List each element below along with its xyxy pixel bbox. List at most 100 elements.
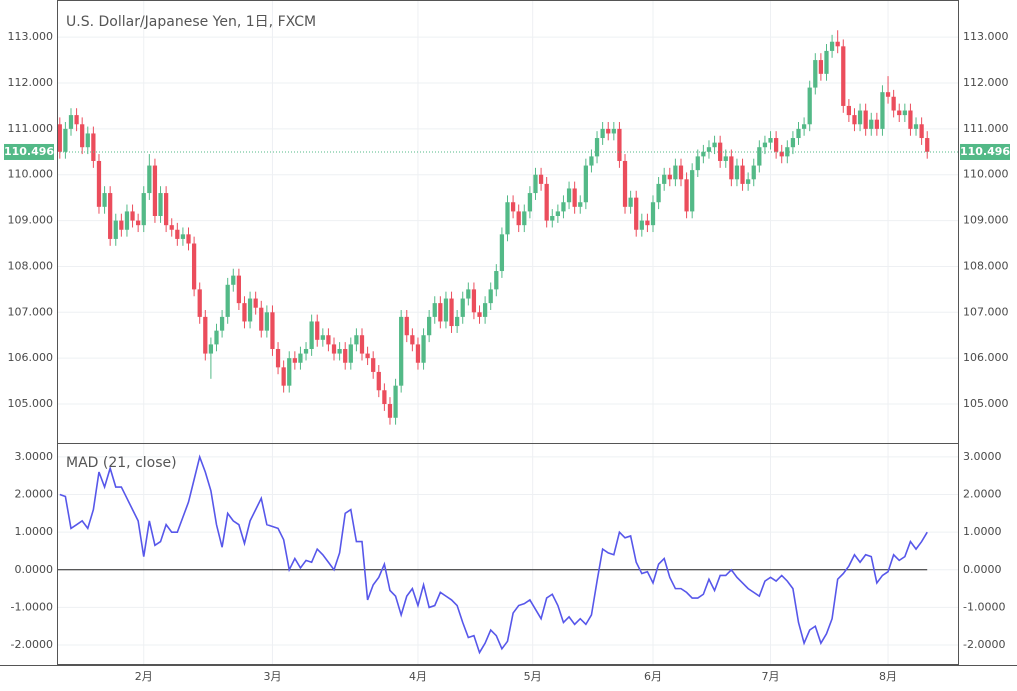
candle-body (303, 348, 309, 354)
candle-body (68, 115, 74, 129)
candle-body (253, 298, 258, 308)
last-price-tag-right (960, 143, 1010, 160)
candle-body (387, 404, 393, 418)
candle-body (734, 165, 740, 180)
candle-body (505, 202, 510, 235)
last-price-label-left: 110.496 (4, 145, 54, 158)
candle-body (371, 358, 376, 372)
x-tick-label: 4月 (409, 670, 427, 683)
candle-body (147, 165, 152, 194)
candle-body (180, 234, 186, 239)
candle-body (768, 138, 773, 143)
candle-body (91, 133, 96, 161)
candle-body (634, 197, 639, 230)
candle-body (712, 142, 717, 148)
y-tick-label-right: 112.000 (963, 76, 1009, 89)
candle-body (477, 312, 482, 317)
candle-body (650, 202, 656, 226)
candle-body (561, 202, 566, 212)
candle-body (113, 220, 118, 239)
candle-body (337, 348, 342, 354)
candle-body (74, 115, 79, 125)
candle-body (835, 41, 840, 47)
candle-body (773, 138, 779, 152)
x-tick-label: 6月 (644, 670, 662, 683)
candle-body (421, 335, 426, 363)
candle-body (141, 193, 146, 226)
candle-body (583, 165, 588, 203)
candle-body (740, 165, 745, 184)
candle-body (807, 87, 812, 125)
y-tick-label: 106.000 (8, 351, 54, 364)
y-tick-label-right: 2.0000 (963, 488, 1002, 501)
candle-body (208, 344, 214, 354)
y-tick-label-right: -2.0000 (963, 638, 1005, 651)
candle-body (589, 156, 594, 166)
candle-body (656, 183, 661, 203)
indicator-line (59, 454, 928, 655)
candle-body (606, 128, 611, 134)
candle-body (790, 138, 796, 148)
candle-body (544, 183, 549, 221)
y-tick-label: 1.0000 (15, 525, 54, 538)
candle-body (885, 92, 891, 97)
candle-body (841, 46, 846, 106)
candle-body (164, 193, 169, 226)
candle-body (695, 156, 700, 171)
candle-body (874, 119, 879, 129)
candle-body (762, 142, 768, 148)
candle-body (108, 193, 113, 239)
candle-body (527, 193, 533, 212)
candle-body (751, 165, 756, 180)
candle-body (594, 138, 600, 157)
candle-body (785, 147, 790, 157)
candle-body (102, 193, 107, 207)
plot-frame (57, 0, 959, 665)
y-tick-label: 111.000 (8, 122, 54, 135)
candle-body (499, 234, 505, 272)
candle-body (152, 165, 158, 216)
marks (57, 30, 958, 655)
x-tick-label: 8月 (879, 670, 897, 683)
candle-body (415, 344, 421, 363)
candle-body (399, 316, 404, 386)
y-tick-label-right: -1.0000 (963, 600, 1005, 613)
candle-body (348, 344, 353, 363)
candle-body (80, 124, 85, 148)
candle-body (690, 170, 695, 212)
x-tick-label: 5月 (524, 670, 542, 683)
candle-body (869, 119, 874, 129)
candle-body (231, 275, 236, 285)
candle-body (309, 321, 314, 349)
candle-body (572, 188, 577, 207)
candle-body (376, 371, 381, 391)
candle-body (902, 110, 907, 116)
candle-body (678, 165, 684, 180)
candle-body (219, 316, 225, 331)
candle-body (466, 289, 471, 299)
candle-body (443, 298, 449, 322)
y-tick-label-right: 3.0000 (963, 450, 1002, 463)
candle-body (555, 211, 560, 216)
candle-body (829, 41, 835, 51)
candle-body (684, 179, 689, 212)
candle-body (796, 128, 801, 139)
candle-body (130, 211, 135, 221)
candle-body (247, 298, 253, 322)
candle-body (667, 174, 672, 180)
candle-body (410, 335, 415, 345)
candle-body (275, 348, 281, 368)
candle-body (538, 174, 544, 184)
candle-body (455, 316, 460, 327)
candle-body (757, 147, 762, 166)
candle-body (136, 220, 141, 226)
candle-body (264, 312, 269, 331)
candle-body (449, 298, 454, 327)
x-tick-label: 2月 (135, 670, 153, 683)
grid (57, 0, 958, 665)
chart-title: U.S. Dollar/Japanese Yen, 1日, FXCM (66, 14, 316, 30)
candle-body (359, 335, 365, 354)
candle-body (175, 229, 180, 239)
candle-body (824, 50, 829, 74)
candle-body (197, 289, 202, 317)
